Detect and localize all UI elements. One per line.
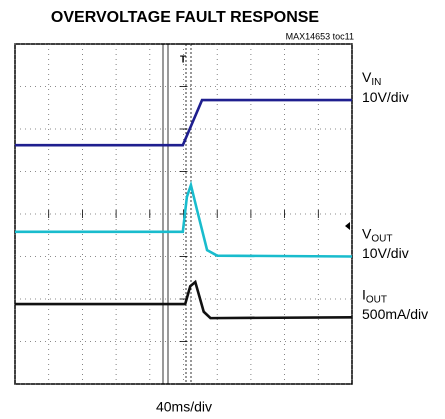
legend-label: VOUT: [362, 225, 392, 244]
trace: [15, 180, 353, 258]
trigger-marker: T: [180, 55, 186, 66]
legend-scale: 10V/div: [362, 245, 409, 261]
legend-label: IOUT: [362, 286, 387, 305]
channel-marker: [345, 222, 350, 230]
trace: [15, 98, 352, 147]
chart-subtitle: MAX14653 toc11: [286, 31, 354, 41]
legend-scale: 500mA/div: [362, 306, 428, 322]
chart-title: OVERVOLTAGE FAULT RESPONSE: [51, 9, 320, 26]
x-axis-label: 40ms/div: [156, 399, 212, 415]
legend-label: VIN: [362, 69, 381, 88]
legend-scale: 10V/div: [362, 89, 409, 105]
trace: [15, 279, 353, 320]
